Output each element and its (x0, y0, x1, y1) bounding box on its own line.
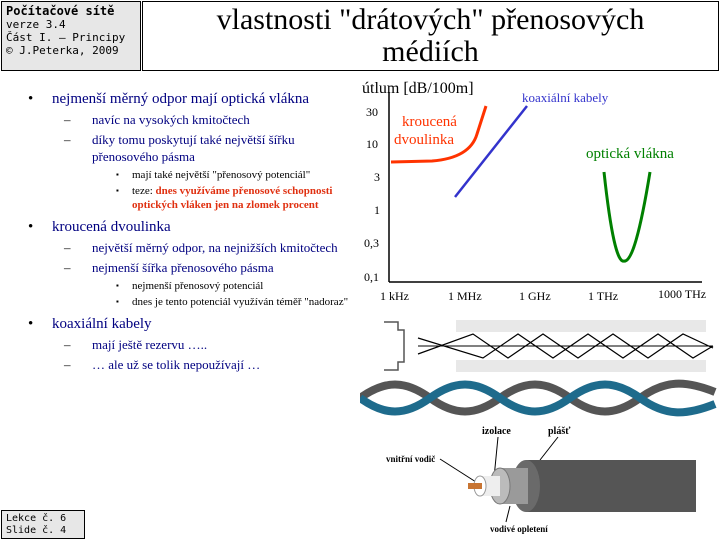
y-tick-30: 30 (366, 105, 378, 119)
series-fiber (602, 171, 652, 263)
y-axis-label: útlum [dB/100m] (362, 80, 474, 97)
pointer-inner (439, 458, 477, 483)
cable-jacket (526, 460, 696, 512)
sub-tp-resistance: největší měrný odpor, na nejnižších kmit… (20, 239, 350, 256)
coax-diagram: izolace plášť vnitřní vodič vodivé oplet… (386, 426, 696, 534)
course-title: Počítačové sítě (6, 4, 115, 18)
subsub-tp-potential: nejmenší přenosový potenciál (20, 279, 350, 293)
course-part: Část I. – Principy (6, 31, 126, 44)
label-jacket: plášť (548, 426, 571, 437)
twisted-wire-2 (360, 380, 717, 417)
sub-tp-bandwidth: nejmenší šířka přenosového pásma (20, 259, 350, 276)
light-rays-1 (417, 333, 714, 359)
x-tick-1mhz: 1 MHz (448, 289, 482, 303)
subsub-fiber-potential: mají také největší "přenosový potenciál" (20, 168, 350, 182)
label-braid: vodivé opletení (490, 524, 548, 534)
pointer-braid (505, 505, 511, 523)
label-fiber: optická vlákna (586, 146, 674, 162)
slide-title-line2: médiích (382, 35, 479, 68)
twisted-pair-diagram (360, 379, 717, 417)
course-info-box: Počítačové sítě verze 3.4 Část I. – Prin… (1, 1, 141, 71)
x-tick-1ghz: 1 GHz (519, 289, 551, 303)
y-tick-1: 1 (374, 203, 380, 217)
lecture-number: Lekce č. 6 (6, 513, 67, 524)
thesis-highlight: dnes využíváme přenosové schopnosti opti… (132, 185, 333, 211)
sub-coax-usage: … ale už se tolik nepoužívají … (20, 356, 350, 373)
subsub-tp-usage: dnes je tento potenciál využíván téměř "… (20, 295, 350, 309)
thesis-prefix: teze: (132, 185, 156, 197)
pointer-jacket (539, 436, 559, 461)
x-tick-1000thz: 1000 THz (658, 287, 706, 301)
bullet-fiber: nejmenší měrný odpor mají optická vlákna (20, 90, 350, 109)
label-insulation: izolace (482, 426, 511, 437)
bullet-list: nejmenší měrný odpor mají optická vlákna… (20, 90, 350, 376)
slide-title: vlastnosti "drátových" přenosových médií… (142, 1, 719, 71)
label-coax: koaxiální kabely (522, 90, 609, 105)
label-inner-conductor: vnitřní vodič (386, 454, 435, 464)
fiber-diagram (384, 320, 714, 372)
y-tick-0-3: 0,3 (364, 236, 379, 250)
sub-fiber-bandwidth: díky tomu poskytují také největší šířku … (20, 131, 350, 165)
x-tick-1khz: 1 kHz (380, 289, 409, 303)
connector-shape (384, 321, 405, 371)
light-rays-2 (417, 333, 714, 359)
slide-title-line1: vlastnosti "drátových" přenosových (216, 3, 645, 36)
y-tick-0-1: 0,1 (364, 270, 379, 284)
slide-number: Slide č. 4 (6, 525, 67, 536)
label-twisted-pair-1: kroucená (402, 114, 457, 130)
slide-number-box: Lekce č. 6 Slide č. 4 (1, 510, 85, 539)
y-tick-10: 10 (366, 137, 378, 151)
bullet-twisted-pair: kroucená dvoulinka (20, 218, 350, 237)
y-tick-3: 3 (374, 170, 380, 184)
course-copyright: © J.Peterka, 2009 (6, 44, 119, 57)
label-twisted-pair-2: dvoulinka (394, 132, 454, 148)
bullet-coax: koaxiální kabely (20, 315, 350, 334)
twisted-wire-1 (360, 379, 717, 416)
series-twisted-pair (390, 105, 488, 164)
series-coax (454, 105, 528, 198)
cable-inner-conductor (468, 483, 482, 489)
sub-coax-reserve: mají ještě rezervu ….. (20, 336, 350, 353)
attenuation-chart: útlum [dB/100m] 30 10 3 1 0,3 0,1 1 kHz … (362, 80, 706, 303)
sub-fiber-high-freq: navíc na vysokých kmitočtech (20, 111, 350, 128)
subsub-fiber-thesis: teze: dnes využíváme přenosové schopnost… (20, 184, 350, 212)
course-version: verze 3.4 (6, 18, 66, 31)
x-tick-1thz: 1 THz (588, 289, 618, 303)
